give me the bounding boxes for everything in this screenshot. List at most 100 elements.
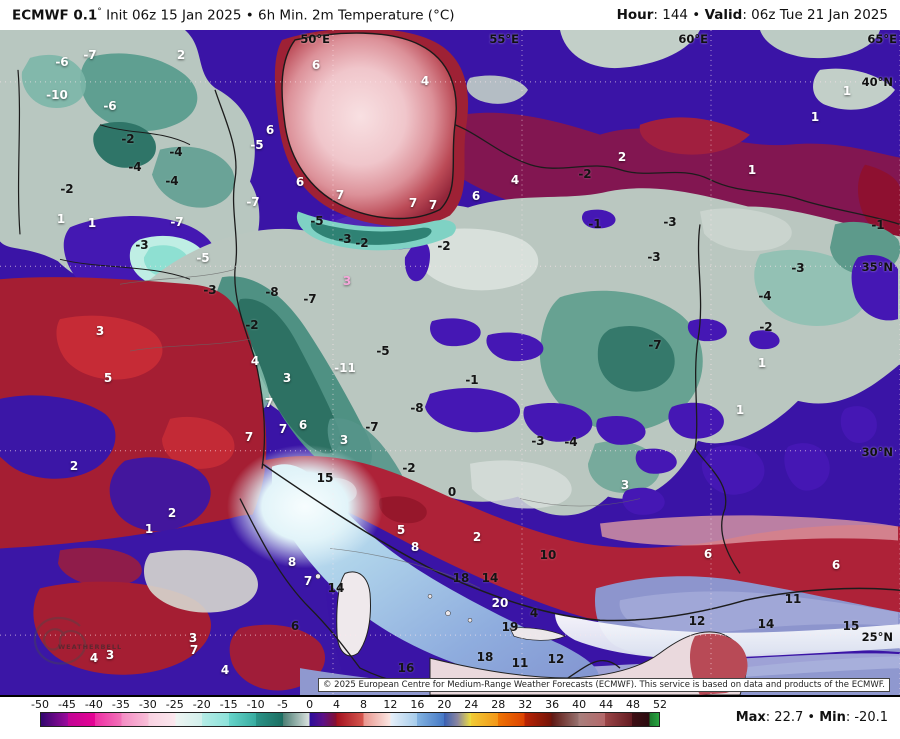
temp-label: 14: [327, 581, 345, 595]
temp-label: 14: [757, 617, 775, 631]
temp-label: -6: [55, 55, 69, 69]
temp-label: -5: [376, 344, 390, 358]
temp-label: 1: [87, 216, 97, 230]
colorbar-tick: 12: [383, 698, 398, 711]
valid-label: Valid: [704, 7, 743, 23]
temp-label: -5: [310, 214, 324, 228]
max-value: : 22.7 •: [765, 710, 820, 725]
map-labels-layer: -6 -7 2 -10 -6 -2 -4 -4 -4 6 -5 -2 -7 1 1 -7 -3 -5 -3 -8 6 4 6…: [0, 30, 900, 695]
colorbar-tick: 28: [491, 698, 506, 711]
temp-label: 19: [501, 620, 519, 634]
temp-label: -1: [871, 218, 885, 232]
temp-label: 1: [842, 84, 852, 98]
temp-label: 4: [420, 74, 430, 88]
colorbar-tick: -40: [84, 698, 103, 711]
temp-label: -4: [128, 160, 142, 174]
arabia-region: [0, 514, 350, 695]
temp-label: -1: [588, 217, 602, 231]
temp-label: 8: [410, 540, 420, 554]
lat-label: 25°N: [861, 630, 893, 644]
lon-label: 55°E: [489, 32, 519, 46]
temp-label: 18: [452, 571, 470, 585]
temp-label: 2: [69, 459, 79, 473]
temp-label: -3: [531, 434, 545, 448]
temp-label: 10: [539, 548, 557, 562]
temp-label: 6: [265, 123, 275, 137]
temp-label: -2: [121, 132, 135, 146]
colorbar-tick: -20: [192, 698, 211, 711]
temp-label: 2: [472, 530, 482, 544]
temp-label: -2: [578, 167, 592, 181]
hour-label: Hour: [616, 7, 654, 23]
valid-time: Hour: 144 • Valid: 06z Tue 21 Jan 2025: [617, 7, 888, 23]
colorbar-tick: 36: [545, 698, 560, 711]
lat-label: 40°N: [861, 75, 893, 89]
temp-label: 7: [303, 574, 313, 588]
temp-label: 15: [316, 471, 334, 485]
footer-bar: -50 -45 -40 -35 -30 -25 -20 -15 -10 -5 0 4 8 12 16 20 24…: [0, 697, 900, 739]
colorbar-tick: -25: [165, 698, 184, 711]
temp-label: 11: [511, 656, 529, 670]
temp-label: 1: [810, 110, 820, 124]
temp-label: -7: [648, 338, 662, 352]
temp-label: 3: [188, 631, 198, 645]
temp-label: 20: [491, 596, 509, 610]
temp-label: 1: [757, 356, 767, 370]
temp-label: 7: [278, 422, 288, 436]
map-title: ECMWF 0.1° Init 06z 15 Jan 2025 • 6h Min…: [12, 7, 455, 24]
temp-label: 6: [298, 418, 308, 432]
temp-label: -2: [402, 461, 416, 475]
temp-label: 1: [747, 163, 757, 177]
caspian-sea: [274, 30, 469, 251]
temp-label: 3: [339, 433, 349, 447]
temp-label: -4: [169, 145, 183, 159]
weather-map: [0, 30, 900, 695]
temp-label: -7: [170, 215, 184, 229]
temp-label: -4: [564, 435, 578, 449]
temp-label: -5: [250, 138, 264, 152]
colorbar-tick: 16: [410, 698, 425, 711]
lat-label: 35°N: [861, 260, 893, 274]
temp-label: 7: [264, 396, 274, 410]
temp-label: 4: [510, 173, 520, 187]
temp-label: -3: [135, 238, 149, 252]
temp-label: 1: [56, 212, 66, 226]
temp-label: 2: [617, 150, 627, 164]
colorbar-tick: 48: [626, 698, 641, 711]
temp-label: 16: [397, 661, 415, 675]
temp-label: -2: [759, 320, 773, 334]
colorbar-tick: 8: [359, 698, 367, 711]
temp-label: 6: [295, 175, 305, 189]
temp-label: -3: [791, 261, 805, 275]
colorbar-tick: 44: [599, 698, 614, 711]
temp-label: 3: [95, 324, 105, 338]
temp-label: 7: [244, 430, 254, 444]
temp-label: 4: [529, 606, 539, 620]
temp-label: 6: [471, 189, 481, 203]
temp-label: -2: [355, 236, 369, 250]
temp-label: -4: [165, 174, 179, 188]
temp-label: -7: [303, 292, 317, 306]
colorbar-tick: 20: [437, 698, 452, 711]
temp-label: 0: [447, 485, 457, 499]
graticule: [0, 30, 900, 695]
temp-label: 7: [408, 196, 418, 210]
header-bar: ECMWF 0.1° Init 06z 15 Jan 2025 • 6h Min…: [0, 0, 900, 30]
temp-label: -2: [437, 239, 451, 253]
colorbar-tick: -50: [31, 698, 49, 711]
colorbar-tick: 52: [653, 698, 667, 711]
colorbar-tick: 24: [464, 698, 479, 711]
temp-label: -5: [196, 251, 210, 265]
temp-label: 5: [103, 371, 113, 385]
temp-label: 11: [784, 592, 802, 606]
temp-label: 4: [89, 651, 99, 665]
temp-label: 1: [735, 403, 745, 417]
temp-label: 12: [688, 614, 706, 628]
temp-label: -10: [46, 88, 68, 102]
temp-label: -3: [203, 283, 217, 297]
temp-label: 3: [282, 371, 292, 385]
temp-label: -1: [465, 373, 479, 387]
lon-label: 65°E: [867, 32, 897, 46]
colorbar-tick: -45: [57, 698, 76, 711]
colorbar-tick: 32: [518, 698, 533, 711]
